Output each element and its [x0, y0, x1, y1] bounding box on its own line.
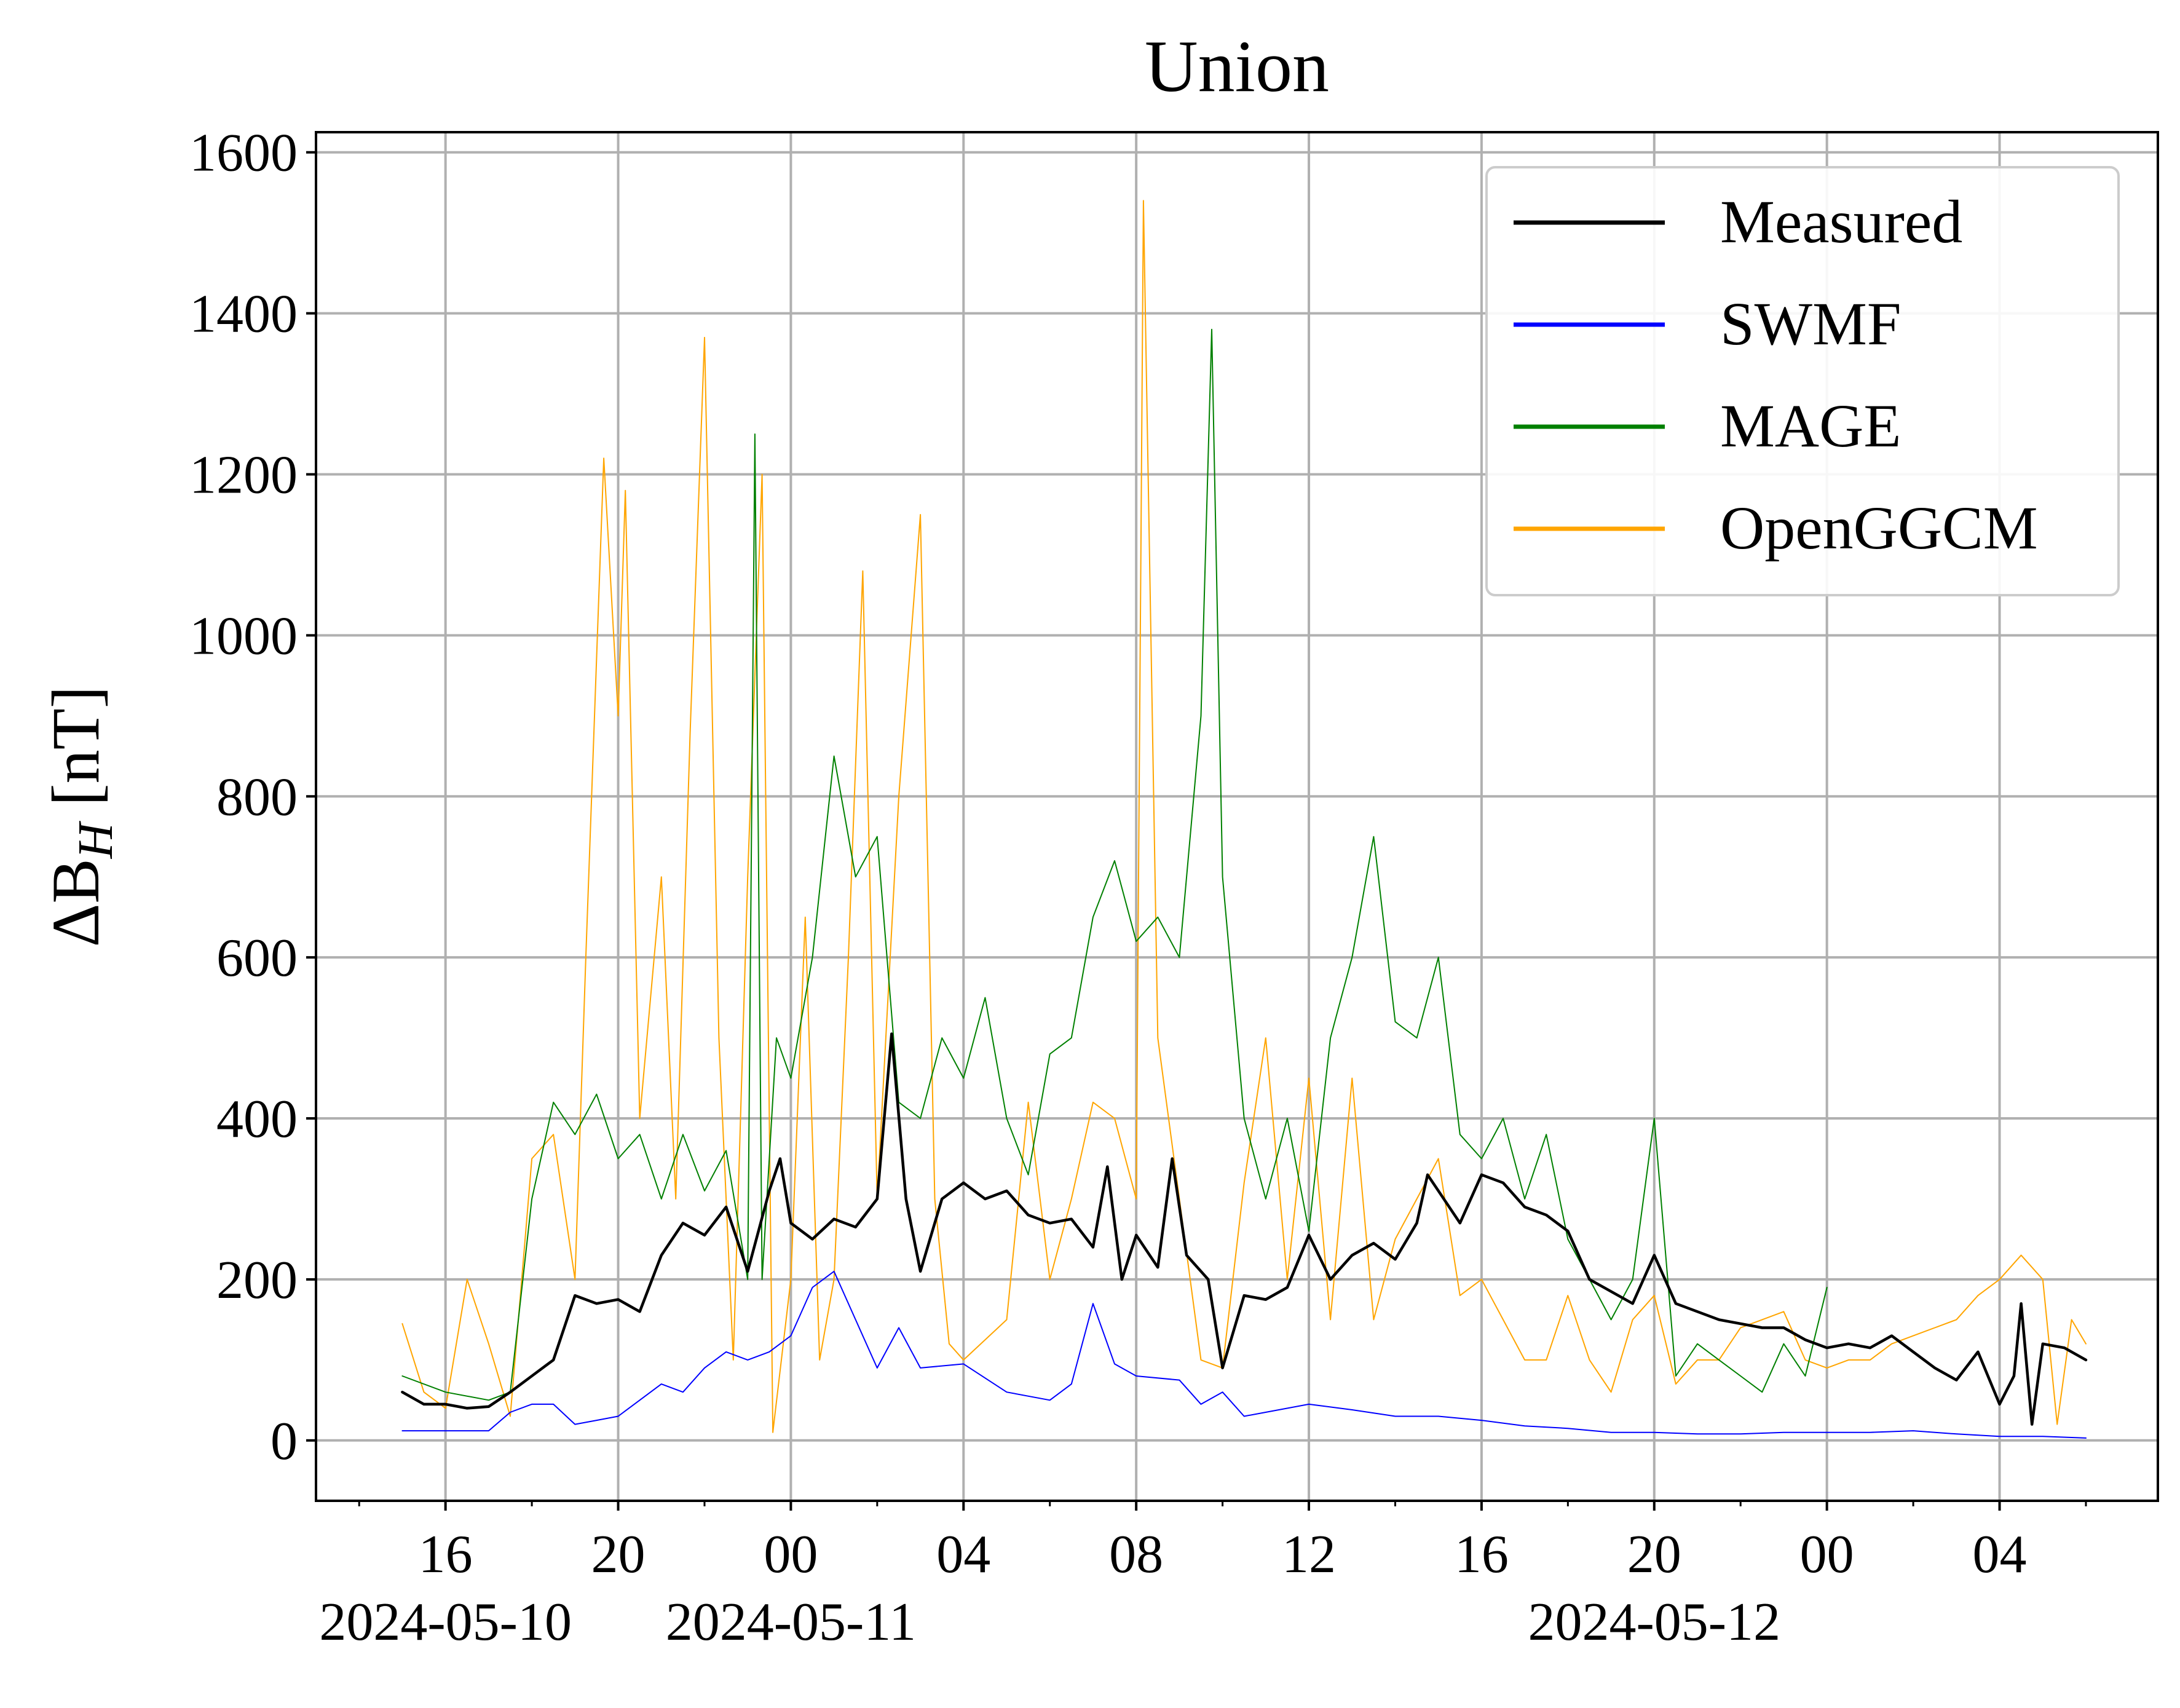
- y-tick-label: 600: [216, 928, 298, 988]
- y-axis-label: ΔBH [nT]: [38, 686, 123, 947]
- x-date-label: 2024-05-11: [666, 1592, 916, 1652]
- x-tick-label: 04: [1973, 1525, 2027, 1584]
- legend-label-openggcm: OpenGGCM: [1720, 494, 2038, 562]
- y-axis-label-unit: [nT]: [38, 686, 113, 823]
- plot-frame: [315, 131, 2159, 1502]
- y-tick-label: 200: [216, 1251, 298, 1310]
- x-date-label: 2024-05-12: [1528, 1592, 1780, 1652]
- x-tick-label: 20: [1627, 1525, 1681, 1584]
- y-tick-label: 1600: [189, 124, 298, 183]
- x-tick-label: 12: [1282, 1525, 1336, 1584]
- y-tick-label: 0: [271, 1412, 298, 1471]
- x-tick-label: 16: [419, 1525, 473, 1584]
- x-tick-label: 04: [936, 1525, 990, 1584]
- y-axis-label-base: ΔB: [38, 858, 113, 947]
- x-tick-label: 00: [764, 1525, 818, 1584]
- y-tick-label: 1000: [189, 606, 298, 666]
- y-tick-label: 800: [216, 767, 298, 827]
- y-axis-label-subscript: H: [69, 820, 123, 859]
- x-tick-label: 16: [1455, 1525, 1509, 1584]
- series-line-swmf: [401, 1270, 2087, 1439]
- x-date-label: 2024-05-10: [319, 1592, 572, 1652]
- legend-label-measured: Measured: [1720, 188, 1962, 256]
- y-tick-label: 1400: [189, 285, 298, 344]
- series-line-measured: [401, 1032, 2088, 1426]
- x-tick-label: 20: [591, 1525, 646, 1584]
- y-axis: 0 200 400 600 800 1000 1200 1400 1600: [189, 124, 316, 1471]
- legend-box: [1485, 166, 2120, 596]
- grid: [316, 132, 2158, 1501]
- series-line-openggcm: [401, 200, 2087, 1433]
- legend-label-swmf: SWMF: [1720, 290, 1902, 358]
- legend: Measured SWMF MAGE OpenGGCM: [1485, 166, 2120, 596]
- x-tick-label: 00: [1800, 1525, 1854, 1584]
- x-tick-label: 08: [1109, 1525, 1163, 1584]
- series-layer: [401, 200, 2088, 1439]
- x-axis: 16 2024-05-10 20 00 2024-05-11 04 08 12 16 20 2024…: [319, 1501, 2087, 1652]
- y-tick-label: 1200: [189, 446, 298, 505]
- y-tick-label: 400: [216, 1089, 298, 1149]
- legend-label-mage: MAGE: [1720, 392, 1901, 460]
- chart-title: Union: [1145, 25, 1329, 107]
